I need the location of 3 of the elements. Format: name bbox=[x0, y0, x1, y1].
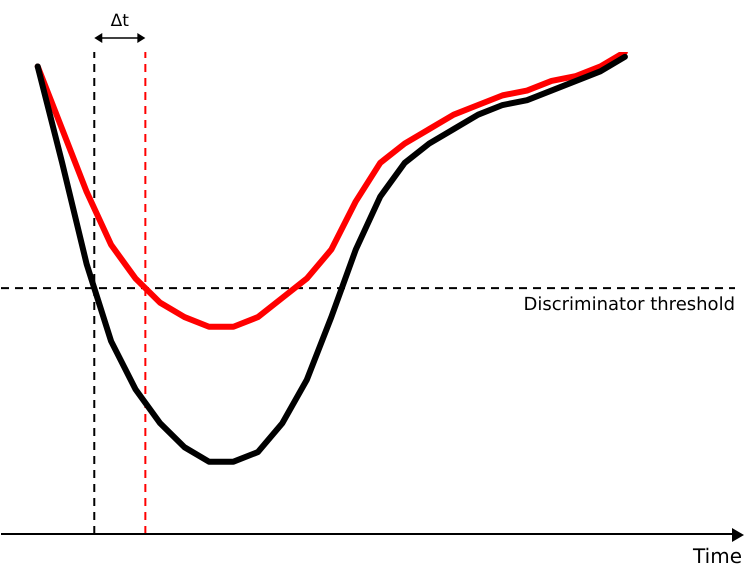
x-axis-title: Time bbox=[692, 544, 742, 567]
ref-line-label: Discriminator threshold bbox=[524, 294, 735, 316]
text: Δt bbox=[110, 11, 130, 31]
